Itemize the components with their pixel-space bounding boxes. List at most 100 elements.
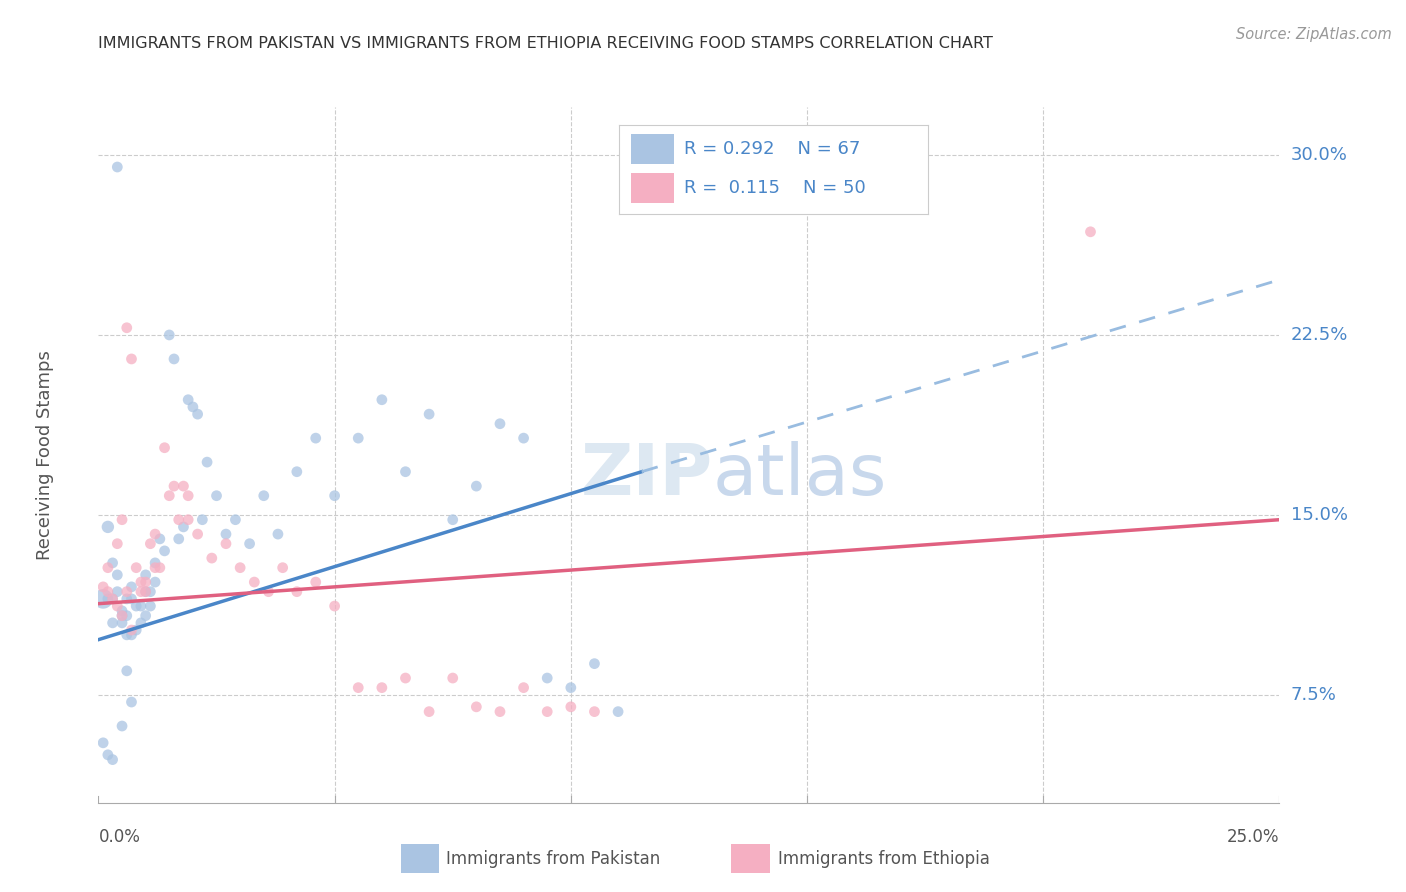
Text: 22.5%: 22.5% [1291,326,1348,344]
Point [115,591,138,606]
Text: 0.0%: 0.0% [98,828,141,846]
Point [347,431,370,445]
Point [187,527,209,541]
Point [441,513,464,527]
Point [323,599,346,613]
Point [305,575,328,590]
Point [129,584,152,599]
Point [163,479,186,493]
Text: Receiving Food Stamps: Receiving Food Stamps [37,350,55,560]
Text: Immigrants from Pakistan: Immigrants from Pakistan [447,849,661,868]
Point [536,671,558,685]
Point [91,591,114,606]
Point [560,681,582,695]
Point [125,623,148,637]
Point [239,537,262,551]
Point [181,400,204,414]
Point [115,320,138,334]
Point [187,407,209,421]
Point [177,392,200,407]
Point [143,575,166,590]
Point [125,560,148,574]
Point [172,479,194,493]
Text: 15.0%: 15.0% [1291,506,1347,524]
Text: R = 0.292    N = 67: R = 0.292 N = 67 [683,140,860,158]
Point [135,608,157,623]
Point [115,608,138,623]
Point [97,560,120,574]
Point [139,584,162,599]
Point [143,527,166,541]
Point [111,608,134,623]
Point [512,681,534,695]
Point [257,584,280,599]
Point [121,580,143,594]
Point [512,431,534,445]
Point [177,489,200,503]
Point [101,591,124,606]
Point [105,584,128,599]
Point [139,599,162,613]
Point [163,351,186,366]
Point [149,532,172,546]
Point [394,465,416,479]
Point [115,584,138,599]
Text: Source: ZipAtlas.com: Source: ZipAtlas.com [1236,27,1392,42]
Bar [401,844,439,873]
Point [121,591,143,606]
Point [101,591,124,606]
Point [1080,225,1102,239]
Point [371,681,394,695]
Point [135,575,157,590]
Point [418,705,440,719]
Point [323,489,346,503]
Point [371,392,394,407]
Point [157,328,180,343]
Point [115,628,138,642]
Point [105,537,128,551]
Point [121,351,143,366]
Point [224,513,246,527]
Point [465,479,488,493]
Point [285,465,308,479]
Point [135,584,157,599]
Point [489,705,512,719]
Point [139,537,162,551]
Text: Immigrants from Ethiopia: Immigrants from Ethiopia [779,849,990,868]
Point [153,544,176,558]
Point [157,489,180,503]
Point [583,657,606,671]
Point [465,699,488,714]
Point [143,556,166,570]
Text: ZIP: ZIP [581,442,713,510]
Point [167,513,190,527]
Point [125,599,148,613]
Point [305,431,328,445]
Point [215,537,238,551]
Point [229,560,252,574]
Point [536,705,558,719]
Point [121,628,143,642]
Point [271,560,294,574]
Point [205,489,228,503]
Point [441,671,464,685]
Point [285,584,308,599]
Point [489,417,512,431]
Point [583,705,606,719]
Text: 30.0%: 30.0% [1291,146,1347,164]
Point [97,747,120,762]
Point [394,671,416,685]
Point [149,560,172,574]
Point [111,615,134,630]
Point [172,520,194,534]
Point [121,695,143,709]
Point [97,584,120,599]
Point [97,591,120,606]
Point [97,520,120,534]
Point [111,719,134,733]
Point [105,599,128,613]
Point [111,513,134,527]
Point [267,527,290,541]
Bar [631,173,675,203]
Point [253,489,276,503]
